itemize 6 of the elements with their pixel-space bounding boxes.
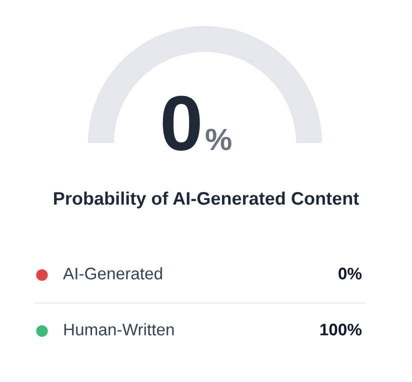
category-label: Human-Written bbox=[64, 323, 174, 336]
data-label: 100% bbox=[320, 324, 362, 336]
text: 0% bbox=[162, 96, 232, 151]
category-label: AI-Generated bbox=[63, 267, 162, 280]
text: Probability of AI-Generated Content bbox=[54, 192, 359, 208]
data-label: 0% bbox=[338, 268, 362, 280]
